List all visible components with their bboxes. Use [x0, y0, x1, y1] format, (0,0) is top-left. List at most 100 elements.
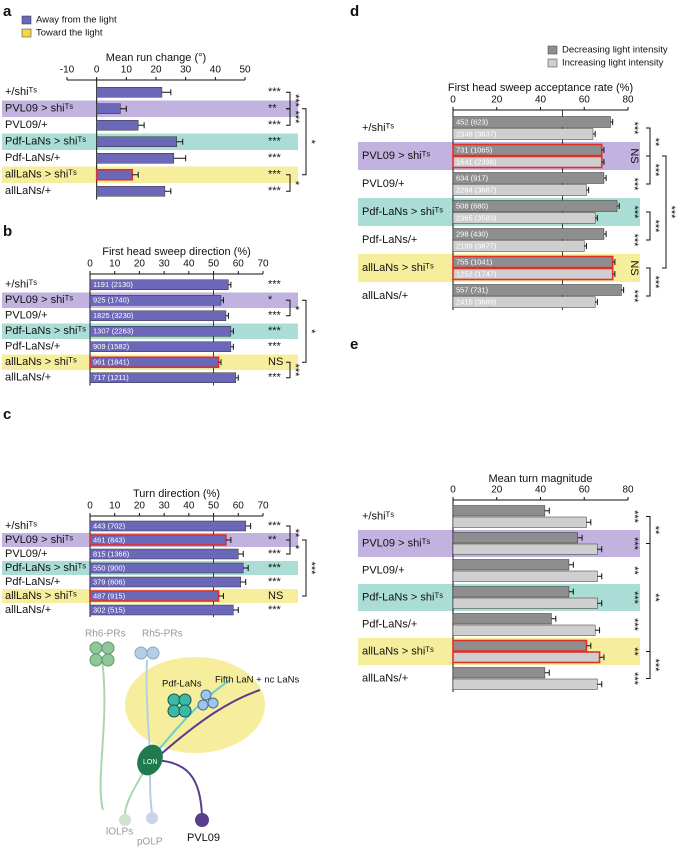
error-bar	[610, 119, 614, 125]
cell	[146, 646, 160, 660]
x-tick-label: 40	[210, 65, 222, 76]
significance-label: ***	[628, 537, 640, 551]
comparison-bracket	[302, 539, 307, 597]
significance-label: ***	[268, 576, 282, 588]
significance-label: ***	[268, 152, 282, 164]
error-bar	[597, 600, 603, 607]
comparison-label: *	[305, 329, 317, 334]
error-bar	[238, 551, 244, 557]
cell	[101, 653, 115, 667]
legend-label: Toward the light	[36, 28, 103, 39]
comparison-bracket	[646, 155, 651, 185]
error-bar	[176, 138, 184, 145]
x-tick-label: 0	[450, 95, 456, 106]
category-label: Pdf-LaNs/+	[5, 341, 60, 353]
comparison-label: ***	[305, 562, 317, 576]
bar	[96, 120, 139, 131]
error-bar	[601, 147, 605, 153]
significance-label: NS	[628, 148, 640, 163]
count-label: 302 (515)	[93, 605, 126, 614]
cell	[89, 653, 103, 667]
count-label: 1641 (2398)	[456, 157, 497, 166]
x-tick-label: 80	[622, 485, 634, 496]
category-label: Pdf-LaNs > shiᵀˢ	[362, 591, 443, 603]
x-tick-label: 30	[159, 259, 171, 270]
cell	[178, 704, 192, 718]
error-bar	[228, 281, 232, 288]
count-label: 443 (702)	[93, 521, 126, 530]
category-label: PVL09/+	[5, 119, 48, 131]
x-tick-label: -10	[60, 65, 75, 76]
count-label: 717 (1211)	[93, 373, 129, 382]
error-bar	[586, 642, 592, 649]
x-tick-label: 60	[579, 485, 591, 496]
comparison-label: **	[649, 526, 661, 535]
category-label: PVL09 > shiᵀˢ	[5, 294, 73, 306]
comparison-bracket	[286, 108, 291, 126]
bar	[452, 651, 601, 664]
error-bar	[601, 159, 605, 165]
error-bar	[235, 374, 239, 381]
significance-label: NS	[628, 260, 640, 275]
error-bar	[568, 588, 574, 595]
category-label: allLaNs > shiᵀˢ	[362, 262, 434, 274]
significance-label: ***	[268, 86, 282, 98]
axis-title: First head sweep direction (%)	[102, 246, 251, 258]
category-label: Pdf-LaNs > shiᵀˢ	[5, 136, 86, 148]
category-label: Pdf-LaNs > shiᵀˢ	[362, 206, 443, 218]
x-tick-label: 20	[134, 259, 146, 270]
category-label: +/shiᵀˢ	[362, 122, 394, 134]
pdf-cells	[167, 693, 192, 718]
comparison-bracket	[662, 155, 667, 269]
error-bar	[225, 537, 232, 543]
x-tick-label: 0	[87, 259, 93, 270]
bar	[452, 597, 598, 609]
category-label: PVL09 > shiᵀˢ	[362, 150, 430, 162]
rh6-axon	[99, 659, 106, 811]
x-tick-label: 50	[239, 65, 251, 76]
significance-label: NS	[268, 356, 283, 368]
count-label: 755 (1041)	[456, 257, 493, 266]
error-bar	[233, 607, 239, 613]
error-bar	[230, 343, 234, 350]
pvl09-cell	[195, 813, 209, 827]
error-bar	[595, 627, 601, 634]
comparison-bracket	[646, 267, 651, 297]
error-bar	[597, 546, 603, 553]
fifth-lan-cells	[197, 689, 219, 711]
significance-label: **	[268, 534, 277, 546]
category-label: PVL09 > shiᵀˢ	[5, 103, 73, 115]
error-bar	[164, 188, 172, 195]
error-bar	[593, 131, 596, 137]
x-tick-label: 10	[109, 259, 121, 270]
legend-label: Decreasing light intensity	[562, 45, 668, 56]
count-label: 550 (900)	[93, 563, 126, 572]
panel-letter: d	[350, 3, 359, 20]
significance-label: ***	[268, 604, 282, 616]
x-tick-label: 20	[134, 501, 146, 512]
x-tick-label: 60	[579, 95, 591, 106]
significance-label: ***	[628, 290, 640, 304]
x-tick-label: 30	[159, 501, 171, 512]
category-label: allLaNs/+	[362, 672, 408, 684]
bar	[96, 103, 121, 114]
count-label: 1252 (1747)	[456, 269, 497, 278]
comparison-bracket	[286, 539, 291, 555]
error-bar	[584, 243, 587, 249]
diagram-label: Rh6-PRs	[85, 629, 126, 640]
count-label: 461 (843)	[93, 535, 126, 544]
x-tick-label: 30	[180, 65, 192, 76]
bar	[452, 639, 588, 652]
category-label: allLaNs > shiᵀˢ	[362, 645, 434, 657]
error-bar	[599, 654, 605, 661]
category-label: +/shiᵀˢ	[5, 86, 37, 98]
category-label: Pdf-LaNs/+	[5, 576, 60, 588]
category-label: PVL09/+	[362, 178, 405, 190]
x-tick-label: 0	[450, 485, 456, 496]
category-label: PVL09 > shiᵀˢ	[362, 537, 430, 549]
cell	[207, 697, 219, 709]
cell	[134, 646, 148, 660]
category-label: Pdf-LaNs/+	[362, 618, 417, 630]
category-label: PVL09 > shiᵀˢ	[5, 534, 73, 546]
significance-label: ***	[628, 672, 640, 686]
